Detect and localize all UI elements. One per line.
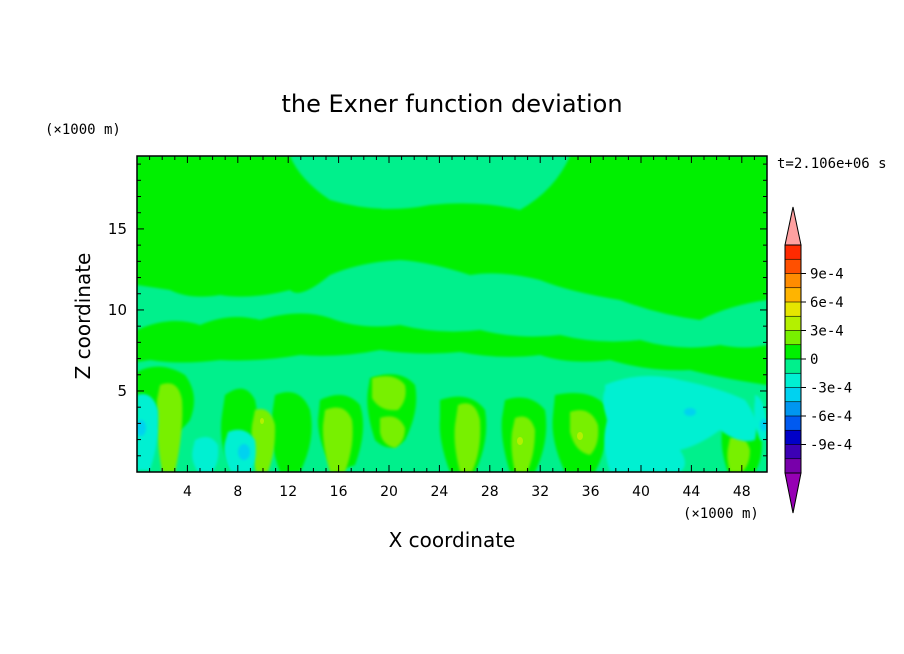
x-tick-label: 24: [430, 484, 448, 500]
pos-5: [380, 416, 405, 448]
x-tick-label: 36: [582, 484, 600, 500]
x-tick-label: 12: [279, 484, 297, 500]
y-axis-label: Z coordinate: [71, 253, 95, 380]
pos-7: [511, 416, 535, 472]
x-axis-label: X coordinate: [389, 528, 516, 552]
colorbar-label: 3e-4: [810, 324, 844, 340]
z-unit-label: (×1000 m): [45, 122, 121, 138]
x-tick-label: 28: [481, 484, 499, 500]
colorbar-segment: [785, 245, 801, 260]
mid-band-green: [137, 313, 767, 385]
x-tick-label: 32: [531, 484, 549, 500]
x-tick-label: 16: [330, 484, 348, 500]
pos-8: [570, 410, 599, 455]
colorbar-segment: [785, 430, 801, 445]
z-tick-label: 15: [108, 220, 127, 238]
stronger-negative: [137, 408, 767, 460]
colorbar-segment: [785, 344, 801, 359]
pos-9: [727, 436, 750, 472]
x-tick-label: 40: [632, 484, 650, 500]
colorbar-segment: [785, 373, 801, 388]
z-tick-label: 5: [117, 382, 127, 400]
neg-core-4: [760, 419, 767, 431]
plume-b: [271, 392, 312, 472]
pos-4: [372, 376, 406, 411]
x-tick-label: 4: [183, 484, 192, 500]
colorbar-segment: [785, 316, 801, 331]
pos-2: [251, 409, 276, 472]
upper-left-green: [137, 213, 270, 270]
z-tick-label: 10: [108, 301, 127, 319]
x-tick-label: 20: [380, 484, 398, 500]
colorbar-label: 9e-4: [810, 267, 844, 283]
neg-4: [603, 376, 757, 472]
neg-core-2: [238, 444, 250, 460]
colorbar-segment: [785, 287, 801, 302]
neg-core-1: [137, 420, 146, 436]
pos-6: [454, 403, 481, 472]
colorbar: 9e-4 6e-4 3e-4 0 -3e-4 -6e-4 -9e-4: [784, 206, 852, 514]
yellow-1: [517, 437, 523, 445]
yellow-2: [577, 432, 583, 440]
colorbar-label: -6e-4: [810, 409, 852, 425]
colorbar-min-triangle: [784, 472, 802, 514]
contour-field: [137, 156, 767, 472]
colorbar-segment: [785, 458, 801, 473]
colorbar-label: 6e-4: [810, 295, 844, 311]
neg-core-3: [684, 408, 696, 416]
colorbar-segment: [785, 359, 801, 374]
x-unit-label: (×1000 m): [683, 506, 759, 522]
x-tick-label: 8: [233, 484, 242, 500]
yellow-spots: [260, 418, 583, 445]
colorbar-segment: [785, 302, 801, 317]
colorbar-max-triangle: [784, 206, 802, 246]
colorbar-segment: [785, 259, 801, 274]
x-tick-label: 48: [733, 484, 751, 500]
colorbar-segment: [785, 273, 801, 288]
negative-anomalies: [137, 376, 767, 472]
time-label: t=2.106e+06 s: [777, 156, 887, 172]
colorbar-segment: [785, 444, 801, 459]
colorbar-label: -9e-4: [810, 438, 852, 454]
upper-green-region: [137, 156, 767, 320]
x-tick-label: 44: [682, 484, 700, 500]
small-patch-1: [200, 196, 228, 211]
colorbar-segment: [785, 330, 801, 345]
pos-1: [156, 383, 183, 472]
neg-2: [192, 436, 219, 472]
colorbar-segment: [785, 401, 801, 416]
yellow-3: [260, 418, 264, 424]
positive-anomalies: [156, 376, 750, 472]
colorbar-segment: [785, 416, 801, 431]
colorbar-label: -3e-4: [810, 381, 852, 397]
colorbar-segment: [785, 387, 801, 402]
neg-1: [137, 394, 159, 470]
chart-title: the Exner function deviation: [281, 90, 622, 118]
pos-3: [322, 407, 353, 472]
small-patch-2: [715, 202, 745, 214]
colorbar-label: 0: [810, 352, 818, 368]
